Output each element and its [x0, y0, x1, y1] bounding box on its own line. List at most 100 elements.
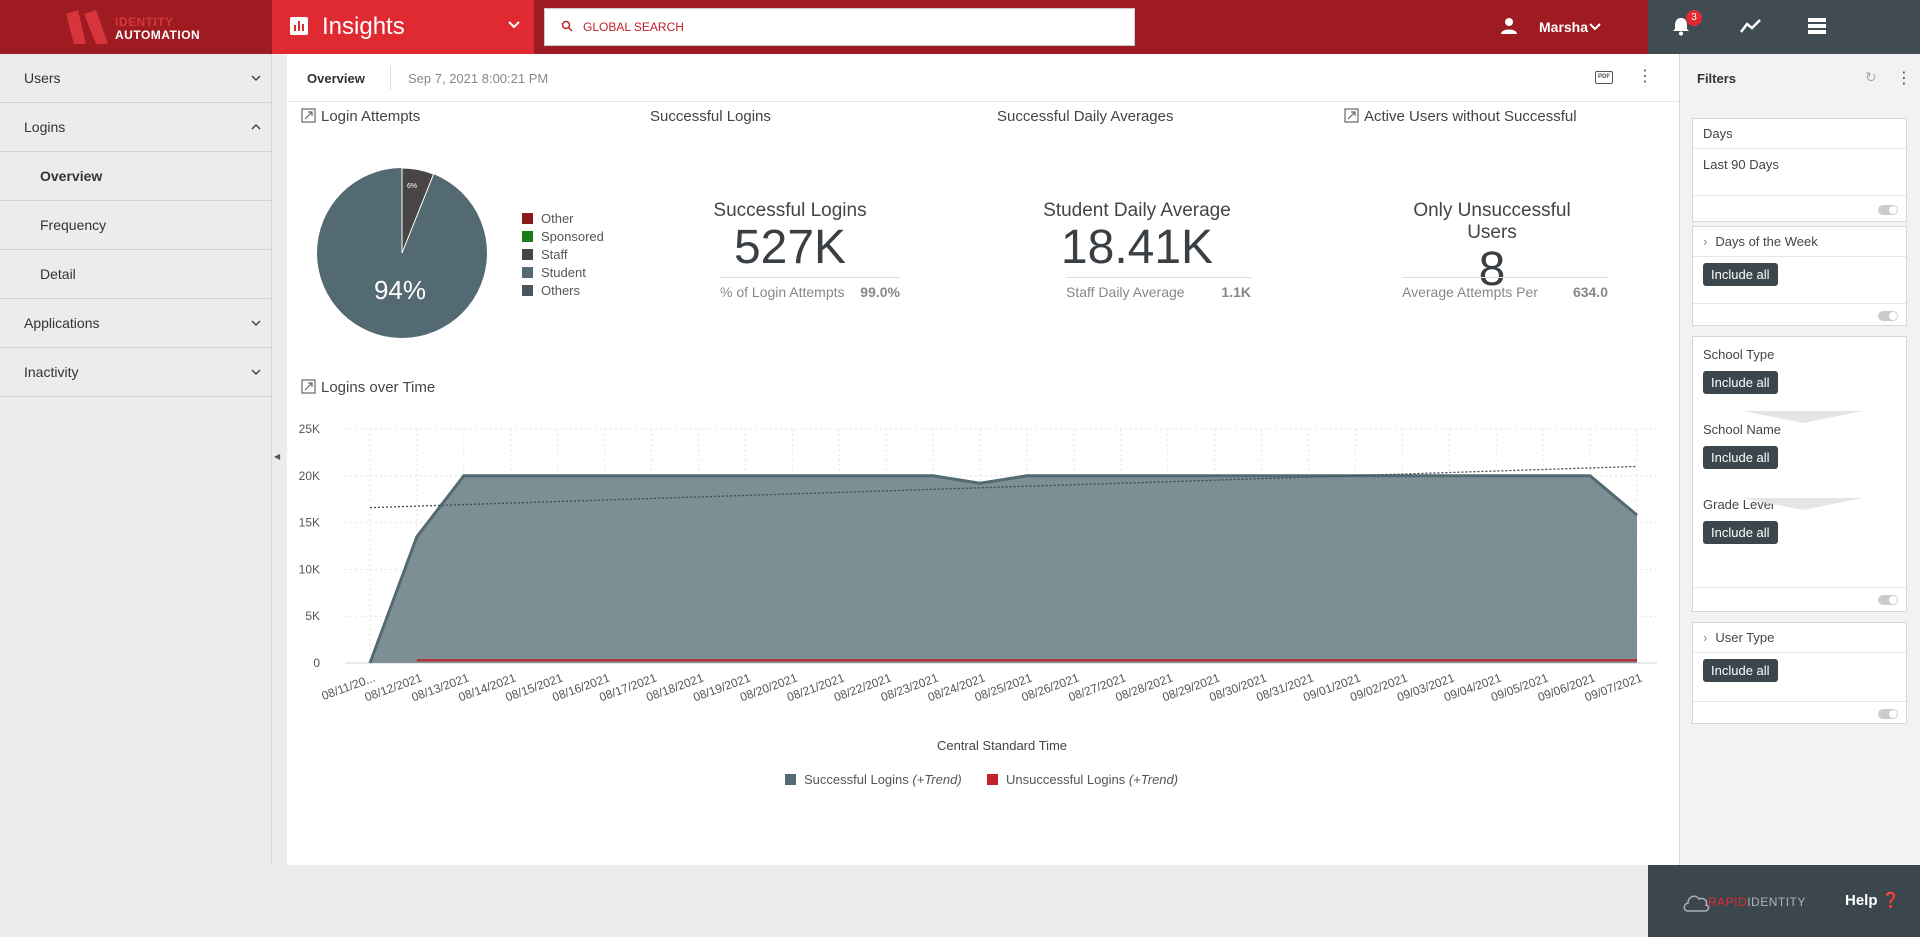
y-tick-label: 20K [299, 469, 320, 483]
trend-line [369, 465, 1638, 509]
y-tick-label: 25K [299, 422, 320, 436]
filter-school-group: School Type Include all School Name Incl… [1692, 336, 1907, 612]
kpi-value: 527K [733, 221, 847, 274]
filter-days-of-week-toggle[interactable] [1878, 311, 1898, 321]
expand-icon [1344, 108, 1359, 123]
sidebar-item-users[interactable]: Users [0, 54, 271, 103]
legend-swatch [785, 774, 796, 785]
dashboard-header: Overview Sep 7, 2021 8:00:21 PM PDF ⋮ [287, 54, 1679, 102]
search-input[interactable] [583, 9, 1123, 45]
filter-header[interactable]: › Days of the Week [1703, 234, 1818, 249]
tab-overview[interactable]: Overview [307, 71, 365, 86]
include-all-button[interactable]: Include all [1703, 521, 1778, 544]
kpi-only-unsuccessful-users: Only Unsuccessful Users 8 [1387, 200, 1597, 297]
kpi-sub-value: 99.0% [860, 284, 900, 300]
include-all-button[interactable]: Include all [1703, 371, 1778, 394]
global-search[interactable] [544, 8, 1135, 46]
include-all-button[interactable]: Include all [1703, 446, 1778, 469]
pie-legend-other[interactable]: Other [522, 211, 574, 226]
include-all-button[interactable]: Include all [1703, 659, 1778, 682]
sidebar-item-label: Logins [24, 119, 66, 135]
kpi-sub-label: Staff Daily Average [1066, 284, 1185, 300]
filter-user-type-label: User Type [1715, 630, 1775, 645]
list-icon[interactable] [1808, 18, 1826, 34]
pie-slice-staff[interactable] [401, 168, 435, 254]
sidebar-item-label: Inactivity [24, 364, 79, 380]
kpi-sub-successful: % of Login Attempts 99.0% [720, 277, 900, 303]
legend-item-unsuccessful-logins[interactable]: Unsuccessful Logins (+Trend) [1006, 772, 1178, 787]
expand-icon [301, 379, 316, 394]
sidebar-item-frequency[interactable]: Frequency [0, 201, 271, 250]
login-attempts-pie-chart: 94% 6% [317, 168, 487, 338]
sidebar-item-logins[interactable]: Logins [0, 103, 271, 152]
pdf-export-button[interactable]: PDF [1595, 71, 1613, 84]
filter-days-label: Days [1703, 126, 1733, 141]
pie-legend-sponsored[interactable]: Sponsored [522, 229, 604, 244]
kpi-label: Student Daily Average [1043, 200, 1231, 221]
help-button[interactable]: Help ❓ [1845, 892, 1901, 909]
user-name[interactable]: Marsha [1539, 19, 1589, 35]
sidebar: Users Logins Overview Frequency Detail A… [0, 54, 272, 865]
filter-school-type-label: School Type [1703, 347, 1775, 362]
logo-line1: IDENTITY [115, 15, 174, 29]
panel-title-login-attempts[interactable]: Login Attempts [301, 108, 420, 125]
expand-icon [301, 108, 316, 123]
panel-title-text: Successful Logins [650, 108, 771, 125]
filter-days-toggle[interactable] [1878, 205, 1898, 215]
filters-panel: Filters ↻ ⋮ Days Last 90 Days › Days of t… [1679, 54, 1920, 865]
filter-days-of-week: › Days of the Week Include all [1692, 226, 1907, 326]
include-all-button[interactable]: Include all [1703, 263, 1778, 286]
sidebar-item-detail[interactable]: Detail [0, 250, 271, 299]
chevron-up-icon [251, 123, 261, 130]
pie-legend-others[interactable]: Others [522, 283, 580, 298]
app-title: Insights [322, 13, 405, 40]
main-content: Overview Sep 7, 2021 8:00:21 PM PDF ⋮ Lo… [287, 54, 1679, 865]
kpi-value: 18.41K [1060, 221, 1214, 274]
more-options-icon[interactable]: ⋮ [1637, 68, 1653, 85]
y-tick-label: 15K [299, 516, 320, 530]
pie-label-small: 6% [407, 183, 417, 190]
kpi-sub-unsuccessful: Average Attempts Per 634.0 [1402, 277, 1608, 303]
bell-icon[interactable] [1672, 16, 1690, 36]
kpi-label: Only Unsuccessful Users [1413, 200, 1571, 243]
panel-title-text: Successful Daily Averages [997, 108, 1174, 125]
trend-line-icon[interactable] [1740, 18, 1762, 34]
sidebar-collapse-handle[interactable]: ◀ [274, 452, 281, 461]
legend-item-successful-logins[interactable]: Successful Logins (+Trend) [804, 772, 962, 787]
pie-legend-staff[interactable]: Staff [522, 247, 568, 262]
kpi-value: 8 [1478, 243, 1506, 296]
filter-school-toggle[interactable] [1878, 595, 1898, 605]
filter-user-type-toggle[interactable] [1878, 709, 1898, 719]
panel-title-active-users[interactable]: Active Users without Successful [1344, 108, 1577, 125]
cloud-icon [1683, 895, 1710, 912]
chart-icon [290, 17, 308, 35]
filter-header[interactable]: › User Type [1703, 630, 1775, 645]
rapididentity-logo[interactable]: RAPIDIDENTITY [1708, 895, 1806, 909]
series-successful-logins-line [368, 474, 1638, 664]
logins-over-time-chart: 05K10K15K20K25K08/11/20...08/12/202108/1… [299, 422, 1657, 787]
kpi-sub-label: % of Login Attempts [720, 284, 845, 300]
top-bar: IDENTITY AUTOMATION Insights Marsha 3 [0, 0, 1920, 54]
sidebar-item-overview[interactable]: Overview [0, 152, 271, 201]
user-icon[interactable] [1500, 17, 1518, 35]
series-successful-logins-area[interactable] [370, 475, 1637, 663]
header-tools: 3 [1648, 0, 1920, 54]
footer-brand-bar: RAPIDIDENTITY Help ❓ [1648, 865, 1920, 937]
sidebar-item-label: Users [24, 70, 61, 86]
app-switcher[interactable]: Insights [272, 0, 534, 54]
sidebar-item-applications[interactable]: Applications [0, 299, 271, 348]
hierarchy-arrow [1743, 411, 1863, 423]
sidebar-item-inactivity[interactable]: Inactivity [0, 348, 271, 397]
kpi-sub-label: Average Attempts Per [1402, 284, 1538, 300]
reset-icon[interactable]: ↻ [1865, 69, 1877, 85]
hierarchy-arrow [1743, 498, 1863, 510]
more-options-icon[interactable]: ⋮ [1896, 70, 1912, 87]
identity-automation-logo[interactable]: IDENTITY AUTOMATION [0, 0, 271, 54]
pie-legend-student[interactable]: Student [522, 265, 586, 280]
panel-title-logins-over-time[interactable]: Logins over Time [301, 379, 435, 396]
kpi-label: Successful Logins [713, 200, 867, 221]
filter-days-value[interactable]: Last 90 Days [1693, 148, 1906, 184]
chevron-down-icon[interactable] [1588, 20, 1602, 34]
last-updated-timestamp: Sep 7, 2021 8:00:21 PM [408, 71, 549, 86]
panel-title-successful-logins: Successful Logins [650, 108, 771, 125]
